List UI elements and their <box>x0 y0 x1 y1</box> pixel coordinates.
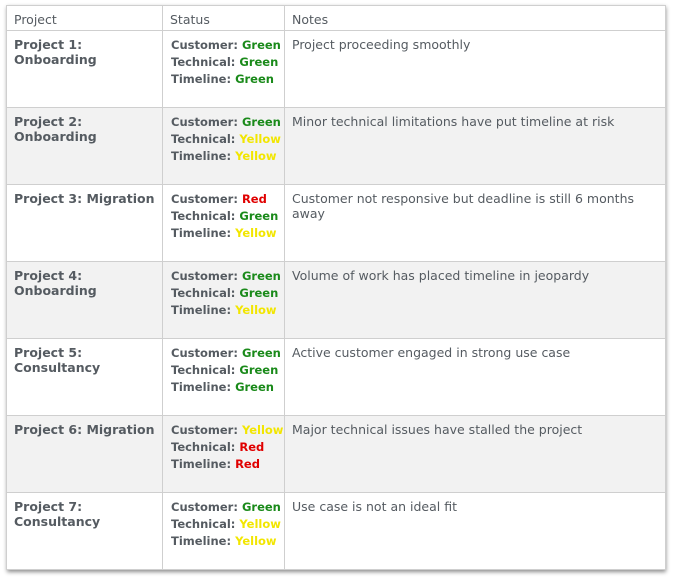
status-label-timeline: Timeline: <box>171 380 232 394</box>
status-line-customer: Customer: Green <box>171 37 284 54</box>
status-line-timeline: Timeline: Green <box>171 379 284 396</box>
status-value-customer: Green <box>241 269 281 283</box>
status-cell: Customer: Green Technical: Green Timeline:… <box>162 30 285 108</box>
project-name-cell: Project 7: Consultancy <box>6 492 163 570</box>
notes-cell: Minor technical limitations have put tim… <box>284 107 666 185</box>
status-value-customer: Green <box>241 500 281 514</box>
status-line-customer: Customer: Green <box>171 345 284 362</box>
status-value-customer: Red <box>241 192 267 206</box>
table-row: Project 5: Consultancy Customer: Green Tec… <box>6 338 666 416</box>
project-name-cell: Project 3: Migration <box>6 184 163 262</box>
status-value-customer: Yellow <box>241 423 284 437</box>
status-value-customer: Green <box>241 38 281 52</box>
status-label-timeline: Timeline: <box>171 457 232 471</box>
status-value-timeline: Green <box>235 380 274 394</box>
status-value-technical: Red <box>239 440 265 454</box>
status-cell: Customer: Yellow Technical: Red Timeline: … <box>162 415 285 493</box>
status-label-timeline: Timeline: <box>171 534 232 548</box>
status-cell: Customer: Green Technical: Yellow Timeline… <box>162 107 285 185</box>
status-line-timeline: Timeline: Red <box>171 456 284 473</box>
table-row: Project 3: Migration Customer: Red Technic… <box>6 184 666 262</box>
status-value-timeline: Yellow <box>235 226 277 240</box>
status-line-technical: Technical: Green <box>171 208 284 225</box>
status-label-technical: Technical: <box>171 209 236 223</box>
status-line-technical: Technical: Green <box>171 54 284 71</box>
project-name-cell: Project 1: Onboarding <box>6 30 163 108</box>
status-line-technical: Technical: Green <box>171 362 284 379</box>
status-line-technical: Technical: Yellow <box>171 516 284 533</box>
status-value-timeline: Yellow <box>235 149 277 163</box>
status-cell: Customer: Green Technical: Yellow Timeline… <box>162 492 285 570</box>
notes-cell: Customer not responsive but deadline is … <box>284 184 666 262</box>
status-value-technical: Green <box>239 209 279 223</box>
status-label-technical: Technical: <box>171 363 236 377</box>
status-value-technical: Yellow <box>239 132 281 146</box>
column-header-status: Status <box>162 5 285 31</box>
project-name-cell: Project 6: Migration <box>6 415 163 493</box>
status-label-timeline: Timeline: <box>171 226 232 240</box>
notes-cell: Project proceeding smoothly <box>284 30 666 108</box>
status-value-technical: Green <box>239 363 279 377</box>
status-line-timeline: Timeline: Green <box>171 71 284 88</box>
status-label-customer: Customer: <box>171 38 238 52</box>
column-header-project: Project <box>6 5 163 31</box>
table-row: Project 7: Consultancy Customer: Green Tec… <box>6 492 666 570</box>
status-label-timeline: Timeline: <box>171 72 232 86</box>
notes-cell: Volume of work has placed timeline in je… <box>284 261 666 339</box>
status-line-timeline: Timeline: Yellow <box>171 225 284 242</box>
status-value-timeline: Yellow <box>235 534 277 548</box>
status-line-timeline: Timeline: Yellow <box>171 148 284 165</box>
status-cell: Customer: Green Technical: Green Timeline:… <box>162 261 285 339</box>
status-value-technical: Green <box>239 286 279 300</box>
table-row: Project 1: Onboarding Customer: Green Tech… <box>6 30 666 108</box>
status-line-customer: Customer: Green <box>171 499 284 516</box>
table-header-row: Project Status Notes <box>6 5 666 31</box>
project-name-cell: Project 5: Consultancy <box>6 338 163 416</box>
status-line-technical: Technical: Green <box>171 285 284 302</box>
status-line-timeline: Timeline: Yellow <box>171 302 284 319</box>
table-row: Project 4: Onboarding Customer: Green Tech… <box>6 261 666 339</box>
status-label-technical: Technical: <box>171 55 236 69</box>
status-value-customer: Green <box>241 346 281 360</box>
status-line-technical: Technical: Yellow <box>171 131 284 148</box>
status-label-customer: Customer: <box>171 346 238 360</box>
status-value-timeline: Yellow <box>235 303 277 317</box>
notes-cell: Use case is not an ideal fit <box>284 492 666 570</box>
status-line-customer: Customer: Red <box>171 191 284 208</box>
project-status-table: Project Status Notes Project 1: Onboardi… <box>6 5 666 570</box>
table-row: Project 6: Migration Customer: Yellow Tech… <box>6 415 666 493</box>
project-status-table-frame: Project Status Notes Project 1: Onboardi… <box>6 5 666 570</box>
status-label-customer: Customer: <box>171 423 238 437</box>
status-cell: Customer: Red Technical: Green Timeline: Y… <box>162 184 285 262</box>
status-label-technical: Technical: <box>171 440 236 454</box>
status-value-timeline: Green <box>235 72 274 86</box>
status-label-timeline: Timeline: <box>171 303 232 317</box>
status-line-customer: Customer: Yellow <box>171 422 284 439</box>
status-value-timeline: Red <box>235 457 260 471</box>
status-label-technical: Technical: <box>171 132 236 146</box>
status-value-technical: Yellow <box>239 517 281 531</box>
column-header-notes: Notes <box>284 5 666 31</box>
status-label-customer: Customer: <box>171 115 238 129</box>
notes-cell: Active customer engaged in strong use ca… <box>284 338 666 416</box>
status-line-customer: Customer: Green <box>171 114 284 131</box>
status-label-customer: Customer: <box>171 500 238 514</box>
status-line-customer: Customer: Green <box>171 268 284 285</box>
table-row: Project 2: Onboarding Customer: Green Tech… <box>6 107 666 185</box>
status-value-customer: Green <box>241 115 281 129</box>
status-label-technical: Technical: <box>171 517 236 531</box>
status-cell: Customer: Green Technical: Green Timeline:… <box>162 338 285 416</box>
status-value-technical: Green <box>239 55 279 69</box>
status-label-customer: Customer: <box>171 192 238 206</box>
table-body: Project 1: Onboarding Customer: Green Tech… <box>6 30 666 570</box>
status-line-technical: Technical: Red <box>171 439 284 456</box>
project-name-cell: Project 2: Onboarding <box>6 107 163 185</box>
notes-cell: Major technical issues have stalled the … <box>284 415 666 493</box>
status-label-technical: Technical: <box>171 286 236 300</box>
status-line-timeline: Timeline: Yellow <box>171 533 284 550</box>
status-label-customer: Customer: <box>171 269 238 283</box>
status-label-timeline: Timeline: <box>171 149 232 163</box>
project-name-cell: Project 4: Onboarding <box>6 261 163 339</box>
